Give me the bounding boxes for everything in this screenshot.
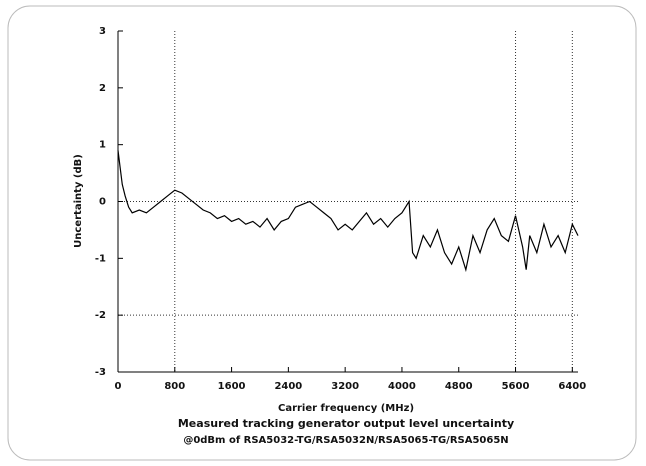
x-tick-label: 2400 <box>274 381 302 392</box>
x-tick-label: 800 <box>164 381 185 392</box>
x-tick-label: 0 <box>115 381 122 392</box>
y-tick-label: 0 <box>99 197 106 208</box>
data-line <box>117 150 579 273</box>
x-tick-label: 1600 <box>218 381 246 392</box>
y-tick-label: 1 <box>99 140 106 151</box>
y-tick-label: 3 <box>99 26 106 37</box>
y-tick-label: 2 <box>99 83 106 94</box>
y-tick-label: -1 <box>95 253 106 264</box>
y-tick-label: -3 <box>95 367 106 378</box>
chart-title: Measured tracking generator output level… <box>178 417 514 430</box>
y-tick-label: -2 <box>95 310 106 321</box>
chart-subtitle: @0dBm of RSA5032-TG/RSA5032N/RSA5065-TG/… <box>183 435 508 446</box>
frame <box>7 5 637 461</box>
x-axis-label: Carrier frequency (MHz) <box>278 403 414 414</box>
x-tick-label: 4000 <box>388 381 416 392</box>
x-tick-label: 3200 <box>331 381 359 392</box>
x-tick-label: 6400 <box>558 381 586 392</box>
x-tick-label: 4800 <box>445 381 473 392</box>
x-tick-label: 5600 <box>502 381 530 392</box>
y-axis-label: Uncertainty (dB) <box>73 154 84 248</box>
